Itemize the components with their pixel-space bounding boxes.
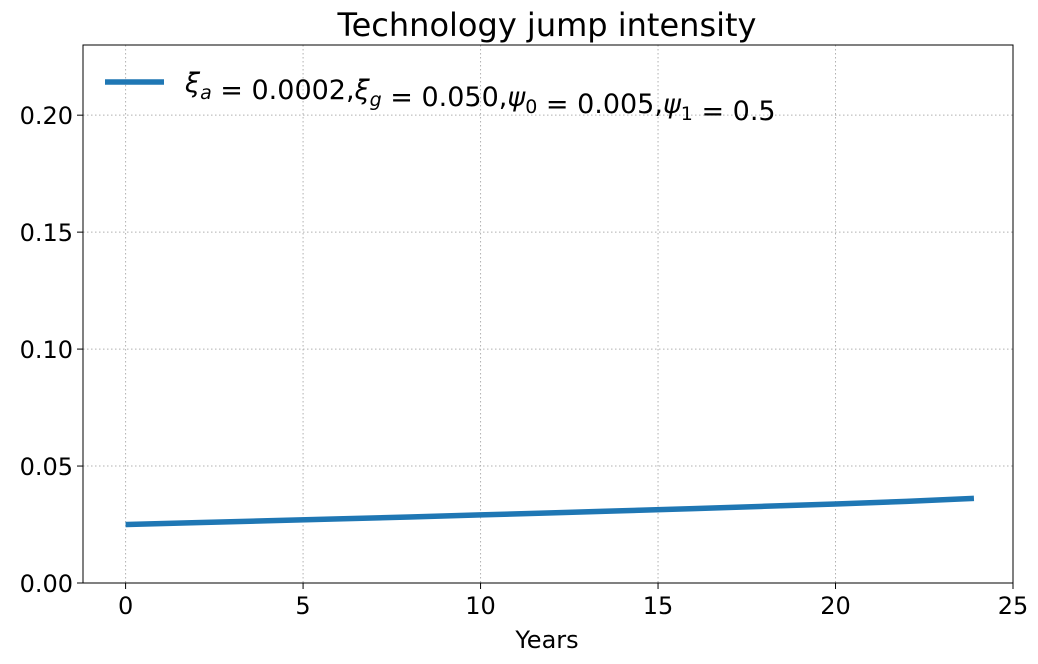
x-axis: 0 5 10 15 20 25 (118, 583, 1028, 620)
x-tick-label: 0 (118, 592, 133, 620)
x-tick-label: 5 (295, 592, 310, 620)
series-line (125, 495, 975, 528)
x-tick-label: 15 (643, 592, 674, 620)
x-tick-label: 25 (998, 592, 1029, 620)
series-layer (125, 495, 975, 528)
legend: ξa = 0.0002,ξg = 0.050,ψ0 = 0.005,ψ1 = 0… (105, 68, 776, 127)
x-tick-label: 10 (465, 592, 496, 620)
x-tick-label: 20 (820, 592, 851, 620)
y-tick-label: 0.10 (20, 336, 73, 364)
plot-area-frame (82, 44, 1014, 584)
y-tick-label: 0.15 (20, 219, 73, 247)
y-tick-label: 0.05 (20, 453, 73, 481)
chart-title: Technology jump intensity (337, 6, 757, 44)
y-tick-label: 0.20 (20, 102, 73, 130)
legend-label: ξa = 0.0002,ξg = 0.050,ψ0 = 0.005,ψ1 = 0… (184, 68, 776, 127)
y-axis: 0.00 0.05 0.10 0.15 0.20 (20, 102, 83, 598)
x-axis-title: Years (514, 626, 578, 654)
y-tick-label: 0.00 (20, 570, 73, 598)
